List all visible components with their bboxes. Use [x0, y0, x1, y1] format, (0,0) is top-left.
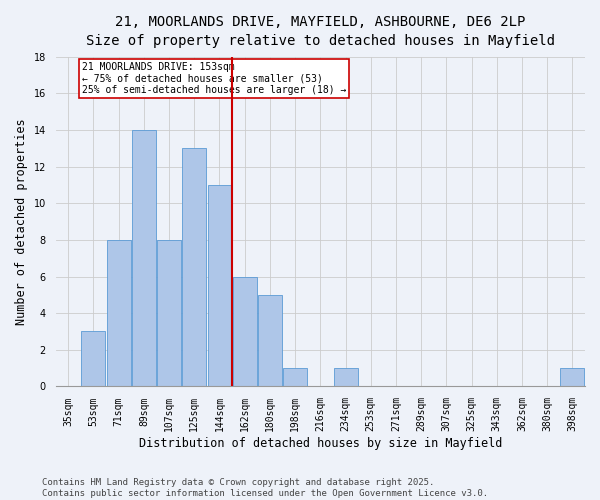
Text: Contains HM Land Registry data © Crown copyright and database right 2025.
Contai: Contains HM Land Registry data © Crown c…	[42, 478, 488, 498]
Bar	[157, 240, 181, 386]
Bar	[182, 148, 206, 386]
Bar	[132, 130, 156, 386]
Bar	[283, 368, 307, 386]
Bar	[560, 368, 584, 386]
Y-axis label: Number of detached properties: Number of detached properties	[15, 118, 28, 325]
Bar	[258, 295, 282, 386]
Bar	[233, 276, 257, 386]
Bar	[334, 368, 358, 386]
Bar	[82, 332, 106, 386]
Text: 21 MOORLANDS DRIVE: 153sqm
← 75% of detached houses are smaller (53)
25% of semi: 21 MOORLANDS DRIVE: 153sqm ← 75% of deta…	[82, 62, 346, 96]
Bar	[208, 185, 232, 386]
Title: 21, MOORLANDS DRIVE, MAYFIELD, ASHBOURNE, DE6 2LP
Size of property relative to d: 21, MOORLANDS DRIVE, MAYFIELD, ASHBOURNE…	[86, 15, 555, 48]
Bar	[107, 240, 131, 386]
X-axis label: Distribution of detached houses by size in Mayfield: Distribution of detached houses by size …	[139, 437, 502, 450]
